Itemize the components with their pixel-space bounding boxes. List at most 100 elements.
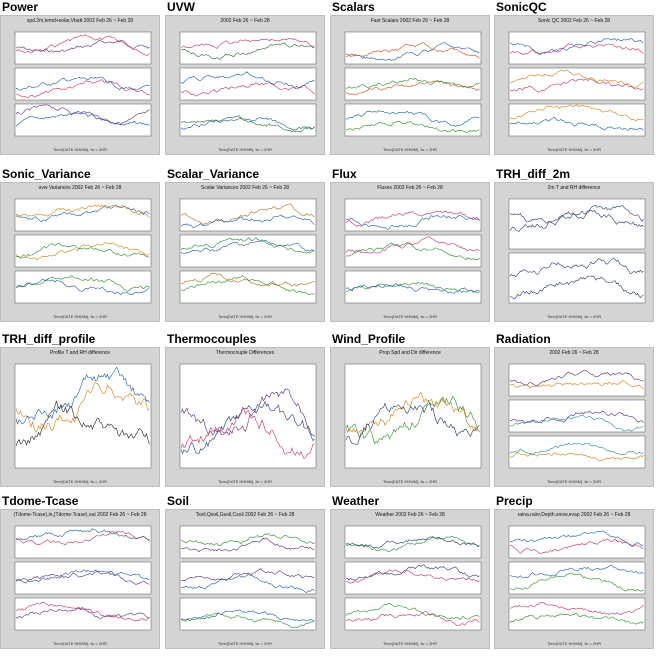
plot-thumbnail[interactable]: Scalar Variances 2002 Feb 26 ~ Feb 28 Tim… bbox=[165, 182, 325, 322]
plot-link-label[interactable]: Scalar_Variance bbox=[167, 167, 260, 181]
series-line bbox=[180, 117, 315, 131]
plot-thumbnail[interactable]: Fast Scalars 2002 Feb 26 ~ Feb 28 Time(DA… bbox=[330, 15, 490, 155]
plot-title: Weather 2002 Feb 26 ~ Feb 28 bbox=[375, 512, 445, 518]
plot-graphic bbox=[14, 198, 152, 304]
plot-thumbnail[interactable]: Sonic QC 2002 Feb 26 ~ Feb 28 Time(DATE H… bbox=[494, 15, 654, 155]
plot-thumbnail[interactable]: Fluxes 2002 Feb 26 ~ Feb 28 Time(DATE HHM… bbox=[330, 182, 490, 322]
series-line bbox=[15, 400, 150, 447]
plot-link-label[interactable]: Tdome-Tcase bbox=[2, 494, 79, 508]
plot-link-label[interactable]: Soil bbox=[167, 494, 190, 508]
plot-panel bbox=[508, 67, 646, 101]
series-line bbox=[346, 120, 480, 133]
series-line bbox=[15, 204, 150, 218]
plot-title: 2m T and RH difference bbox=[547, 185, 601, 191]
plot-thumbnail[interactable]: 2m T and RH difference Time(DATE HHMM), t… bbox=[494, 182, 654, 322]
plot-footer: Time(DATE HHMM), tic = 2HR bbox=[382, 147, 438, 152]
plot-cell[interactable]: Scalars Fast Scalars 2002 Feb 26 ~ Feb 28… bbox=[330, 0, 490, 160]
series-line bbox=[345, 77, 480, 89]
series-line bbox=[509, 602, 644, 616]
plot-panel bbox=[179, 525, 317, 559]
plot-title: Thermocouple Differences bbox=[215, 350, 275, 356]
series-line bbox=[509, 69, 644, 89]
series-line bbox=[16, 34, 150, 56]
series-line bbox=[15, 242, 150, 260]
plot-panel bbox=[508, 525, 646, 559]
series-line bbox=[509, 380, 644, 390]
plot-thumbnail[interactable]: 2002 Feb 26 ~ Feb 28 Time(DATE HHMM), tic… bbox=[494, 347, 654, 487]
plot-cell[interactable]: Flux Fluxes 2002 Feb 26 ~ Feb 28 Time(DATE… bbox=[330, 167, 490, 327]
plot-thumbnail[interactable]: Profile T and RH difference Time(DATE HHM… bbox=[0, 347, 160, 487]
plot-graphic bbox=[14, 363, 152, 469]
plot-title: 2002 Feb 26 ~ Feb 28 bbox=[220, 18, 270, 24]
plot-link-label[interactable]: Sonic_Variance bbox=[2, 167, 91, 181]
plot-panel bbox=[344, 31, 482, 65]
plot-title: uvw Variances 2002 Feb 26 ~ Feb 28 bbox=[38, 185, 122, 191]
series-line bbox=[346, 214, 480, 230]
series-line bbox=[15, 104, 150, 125]
plot-cell[interactable]: TRH_diff_2m 2m T and RH difference Time(DA… bbox=[494, 167, 654, 327]
plot-link-label[interactable]: TRH_diff_2m bbox=[496, 167, 571, 181]
series-line bbox=[180, 568, 315, 582]
plot-cell[interactable]: Radiation 2002 Feb 26 ~ Feb 28 Time(DATE H… bbox=[494, 332, 654, 492]
plot-thumbnail[interactable]: Weather 2002 Feb 26 ~ Feb 28 Time(DATE HH… bbox=[330, 509, 490, 649]
plot-link-label[interactable]: Precip bbox=[496, 494, 533, 508]
plot-panel bbox=[508, 399, 646, 433]
plot-footer: Time(DATE HHMM), tic = 2HR bbox=[52, 641, 108, 646]
plot-cell[interactable]: Weather Weather 2002 Feb 26 ~ Feb 28 Time(… bbox=[330, 494, 490, 654]
series-line bbox=[15, 366, 150, 425]
series-line bbox=[345, 42, 480, 61]
plot-link-label[interactable]: Radiation bbox=[496, 332, 551, 346]
plot-thumbnail[interactable]: 2002 Feb 26 ~ Feb 28 Time(DATE HHMM), tic… bbox=[165, 15, 325, 155]
plot-link-label[interactable]: TRH_diff_profile bbox=[2, 332, 96, 346]
plot-cell[interactable]: Power spd.2m,temd+solar,Vbatt 2002 Feb 26… bbox=[0, 0, 160, 160]
plot-graphic bbox=[179, 525, 317, 631]
plot-cell[interactable]: Thermocouples Thermocouple Differences Tim… bbox=[165, 332, 325, 492]
plot-title: Prop Spd and Dir difference bbox=[379, 350, 441, 356]
plot-panel bbox=[14, 198, 152, 232]
plot-thumbnail[interactable]: Prop Spd and Dir difference Time(DATE HHM… bbox=[330, 347, 490, 487]
plot-cell[interactable]: Precip raina,rainr,Depth.snow,evap 2002 F… bbox=[494, 494, 654, 654]
plot-thumbnail[interactable]: Thermocouple Differences Time(DATE HHMM),… bbox=[165, 347, 325, 487]
plot-link-label[interactable]: Weather bbox=[332, 494, 380, 508]
series-line bbox=[180, 612, 315, 629]
plot-link-label[interactable]: Thermocouples bbox=[167, 332, 257, 346]
series-line bbox=[346, 569, 480, 584]
series-line bbox=[345, 42, 480, 59]
plot-panel bbox=[14, 234, 152, 268]
plot-thumbnail[interactable]: (Tdome-Tcase).in,(Tdome-Tcase).out 2002 … bbox=[0, 509, 160, 649]
plot-title: Scalar Variances 2002 Feb 26 ~ Feb 28 bbox=[200, 185, 290, 191]
series-line bbox=[509, 257, 644, 278]
series-line bbox=[345, 242, 480, 261]
plot-graphic bbox=[179, 31, 317, 137]
series-line bbox=[509, 572, 644, 592]
plot-link-label[interactable]: Scalars bbox=[332, 0, 375, 14]
plot-cell[interactable]: UVW 2002 Feb 26 ~ Feb 28 Time(DATE HHMM), … bbox=[165, 0, 325, 160]
plot-cell[interactable]: SonicQC Sonic QC 2002 Feb 26 ~ Feb 28 Time… bbox=[494, 0, 654, 160]
plot-cell[interactable]: TRH_diff_profile Profile T and RH differe… bbox=[0, 332, 160, 492]
series-line bbox=[345, 395, 480, 445]
plot-cell[interactable]: Scalar_Variance Scalar Variances 2002 Feb… bbox=[165, 167, 325, 327]
plot-thumbnail[interactable]: raina,rainr,Depth.snow,evap 2002 Feb 26 … bbox=[494, 509, 654, 649]
plot-cell[interactable]: Soil Tsoil,Qsoil,Gsoil,Csoil 2002 Feb 26 … bbox=[165, 494, 325, 654]
series-line bbox=[345, 283, 480, 294]
plot-thumbnail[interactable]: uvw Variances 2002 Feb 26 ~ Feb 28 Time(D… bbox=[0, 182, 160, 322]
plot-panel bbox=[344, 67, 482, 101]
plot-cell[interactable]: Sonic_Variance uvw Variances 2002 Feb 26 … bbox=[0, 167, 160, 327]
plot-panel bbox=[14, 363, 152, 469]
series-line bbox=[180, 275, 315, 295]
plot-link-label[interactable]: UVW bbox=[167, 0, 195, 14]
plot-link-label[interactable]: Power bbox=[2, 0, 39, 14]
series-line bbox=[509, 530, 644, 547]
plot-link-label[interactable]: SonicQC bbox=[496, 0, 547, 14]
plot-panel bbox=[508, 363, 646, 397]
series-line bbox=[180, 203, 315, 226]
plot-thumbnail[interactable]: Tsoil,Qsoil,Gsoil,Csoil 2002 Feb 26 ~ Fe… bbox=[165, 509, 325, 649]
series-line bbox=[180, 407, 315, 459]
series-line bbox=[509, 209, 644, 232]
plot-panel bbox=[179, 270, 317, 304]
plot-link-label[interactable]: Flux bbox=[332, 167, 357, 181]
plot-thumbnail[interactable]: spd.2m,temd+solar,Vbatt 2002 Feb 26 ~ Fe… bbox=[0, 15, 160, 155]
plot-cell[interactable]: Wind_Profile Prop Spd and Dir difference T… bbox=[330, 332, 490, 492]
plot-cell[interactable]: Tdome-Tcase (Tdome-Tcase).in,(Tdome-Tcase… bbox=[0, 494, 160, 654]
plot-link-label[interactable]: Wind_Profile bbox=[332, 332, 406, 346]
